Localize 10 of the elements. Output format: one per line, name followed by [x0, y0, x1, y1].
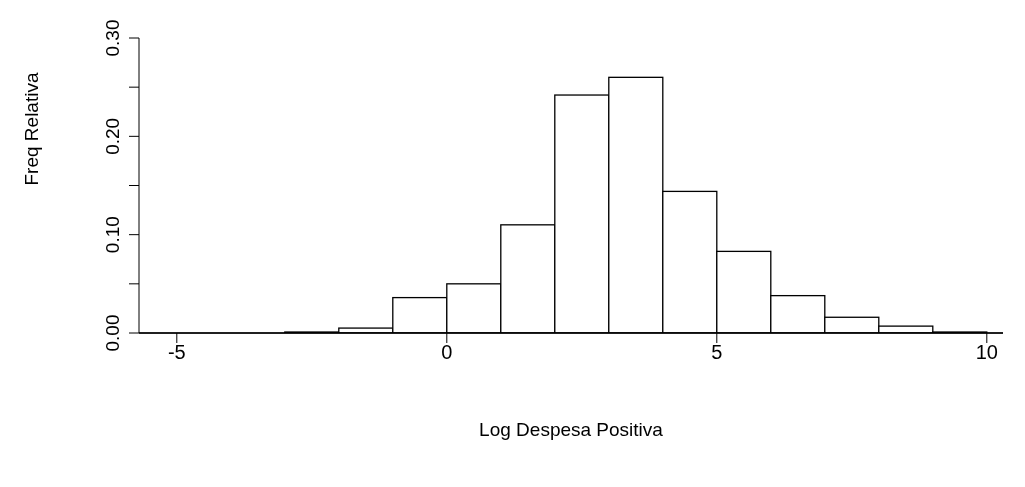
y-axis-title: Freq Relativa — [20, 72, 42, 186]
y-tick-label: 0.30 — [102, 19, 123, 57]
x-tick-label: -5 — [167, 341, 186, 364]
x-tick-label: 10 — [975, 341, 998, 364]
x-axis-title: Log Despesa Positiva — [479, 419, 664, 441]
y-tick-label: 0.20 — [102, 117, 123, 155]
x-tick-label: 0 — [441, 341, 453, 364]
y-tick-label: 0.00 — [102, 314, 123, 352]
x-tick-label: 5 — [711, 341, 723, 364]
y-tick-label: 0.10 — [102, 216, 123, 254]
